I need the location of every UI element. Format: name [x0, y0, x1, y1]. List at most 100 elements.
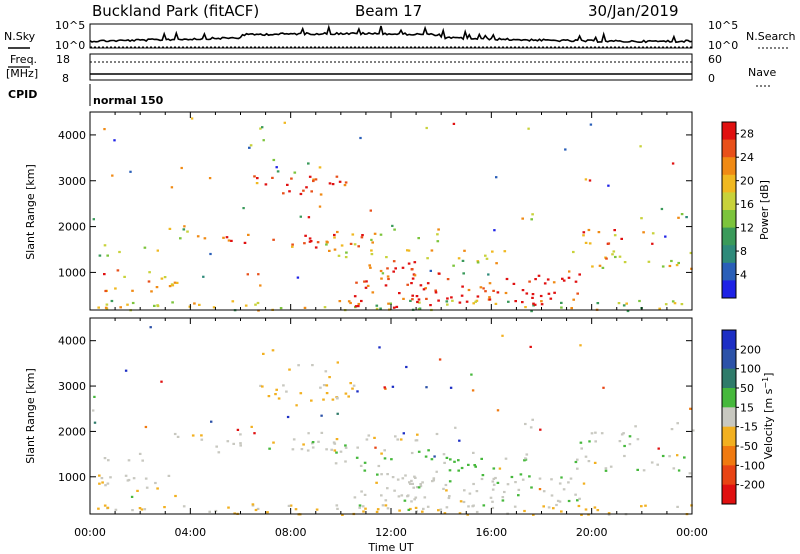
range-cell: [404, 474, 407, 477]
y-tick-label: 2000: [58, 425, 86, 438]
y-tick-label: 3000: [58, 175, 86, 188]
range-cell: [330, 448, 333, 451]
colorbar-segment: [722, 262, 736, 281]
range-cell: [491, 500, 494, 503]
range-cell: [319, 386, 322, 389]
range-cell: [360, 236, 364, 239]
range-cell: [670, 428, 674, 431]
range-cell: [193, 302, 196, 305]
range-cell: [320, 431, 324, 434]
range-cell: [410, 282, 413, 285]
colorbar-tick-label: -200: [740, 479, 765, 492]
range-cell: [671, 162, 675, 165]
range-cell: [426, 257, 429, 260]
range-cell: [381, 272, 385, 275]
range-cell: [413, 274, 417, 277]
range-cell: [484, 290, 487, 293]
range-cell: [415, 510, 418, 513]
range-cell: [417, 298, 421, 301]
velocity-ylabel: Slant Range [km]: [24, 368, 37, 464]
range-cell: [156, 487, 159, 490]
range-cell: [601, 266, 605, 269]
range-cell: [501, 499, 505, 502]
range-cell: [297, 364, 300, 367]
range-cell: [618, 440, 622, 443]
range-cell: [430, 458, 434, 461]
range-cell: [353, 243, 357, 246]
range-cell: [561, 277, 564, 280]
range-cell: [351, 387, 354, 390]
range-cell: [111, 174, 114, 177]
range-cell: [409, 482, 412, 485]
range-cell: [357, 305, 360, 308]
range-cell: [282, 192, 285, 195]
range-cell: [487, 273, 490, 276]
range-cell: [489, 496, 493, 499]
colorbar-tick-label: 4: [740, 269, 747, 282]
range-cell: [325, 243, 328, 246]
range-cell: [396, 438, 399, 441]
colorbar-tick-label: -100: [740, 459, 765, 472]
colorbar-segment: [722, 349, 736, 370]
range-cell: [289, 504, 293, 507]
range-cell: [389, 302, 392, 305]
range-cell: [101, 481, 104, 484]
range-cell: [673, 302, 677, 305]
range-cell: [170, 186, 174, 189]
range-cell: [442, 487, 445, 490]
range-cell: [385, 256, 388, 259]
range-cell: [429, 304, 432, 307]
range-cell: [379, 269, 383, 273]
colorbar-segment: [722, 157, 736, 176]
range-cell: [340, 244, 344, 247]
range-cell: [424, 287, 427, 290]
range-cell: [394, 435, 397, 438]
range-cell: [259, 284, 262, 287]
range-cell: [98, 254, 102, 257]
range-cell: [295, 404, 298, 407]
range-cell: [410, 268, 414, 271]
range-cell: [675, 264, 679, 267]
range-cell: [435, 470, 438, 473]
range-cell: [202, 275, 205, 278]
range-cell: [475, 510, 479, 514]
range-cell: [168, 227, 172, 230]
range-cell: [419, 485, 423, 488]
range-cell: [656, 463, 659, 466]
range-cell: [222, 236, 225, 239]
range-cell: [588, 179, 592, 182]
range-cell: [433, 455, 436, 458]
range-cell: [97, 507, 100, 510]
noise-left-tick-top: 10^5: [55, 19, 85, 32]
range-cell: [459, 500, 463, 503]
range-cell: [333, 442, 337, 445]
range-cell: [333, 236, 336, 239]
range-cell: [225, 236, 229, 239]
range-cell: [386, 487, 389, 490]
range-cell: [593, 461, 597, 464]
range-cell: [416, 300, 419, 304]
range-cell: [396, 478, 400, 481]
range-cell: [380, 494, 383, 497]
range-cell: [567, 276, 571, 279]
range-cell: [584, 241, 588, 244]
range-cell: [106, 482, 110, 485]
range-cell: [658, 307, 661, 310]
range-cell: [657, 447, 660, 450]
range-cell: [493, 229, 496, 232]
range-cell: [519, 473, 523, 476]
range-cell: [291, 243, 294, 246]
range-cell: [400, 494, 404, 497]
range-cell: [355, 281, 358, 284]
range-cell: [200, 438, 204, 441]
range-cell: [651, 242, 654, 245]
range-cell: [307, 216, 311, 219]
range-cell: [622, 432, 625, 435]
range-cell: [574, 460, 578, 464]
range-cell: [636, 468, 639, 471]
range-cell: [531, 293, 535, 296]
range-cell: [594, 431, 597, 434]
range-cell: [680, 213, 684, 216]
range-cell: [393, 228, 396, 231]
